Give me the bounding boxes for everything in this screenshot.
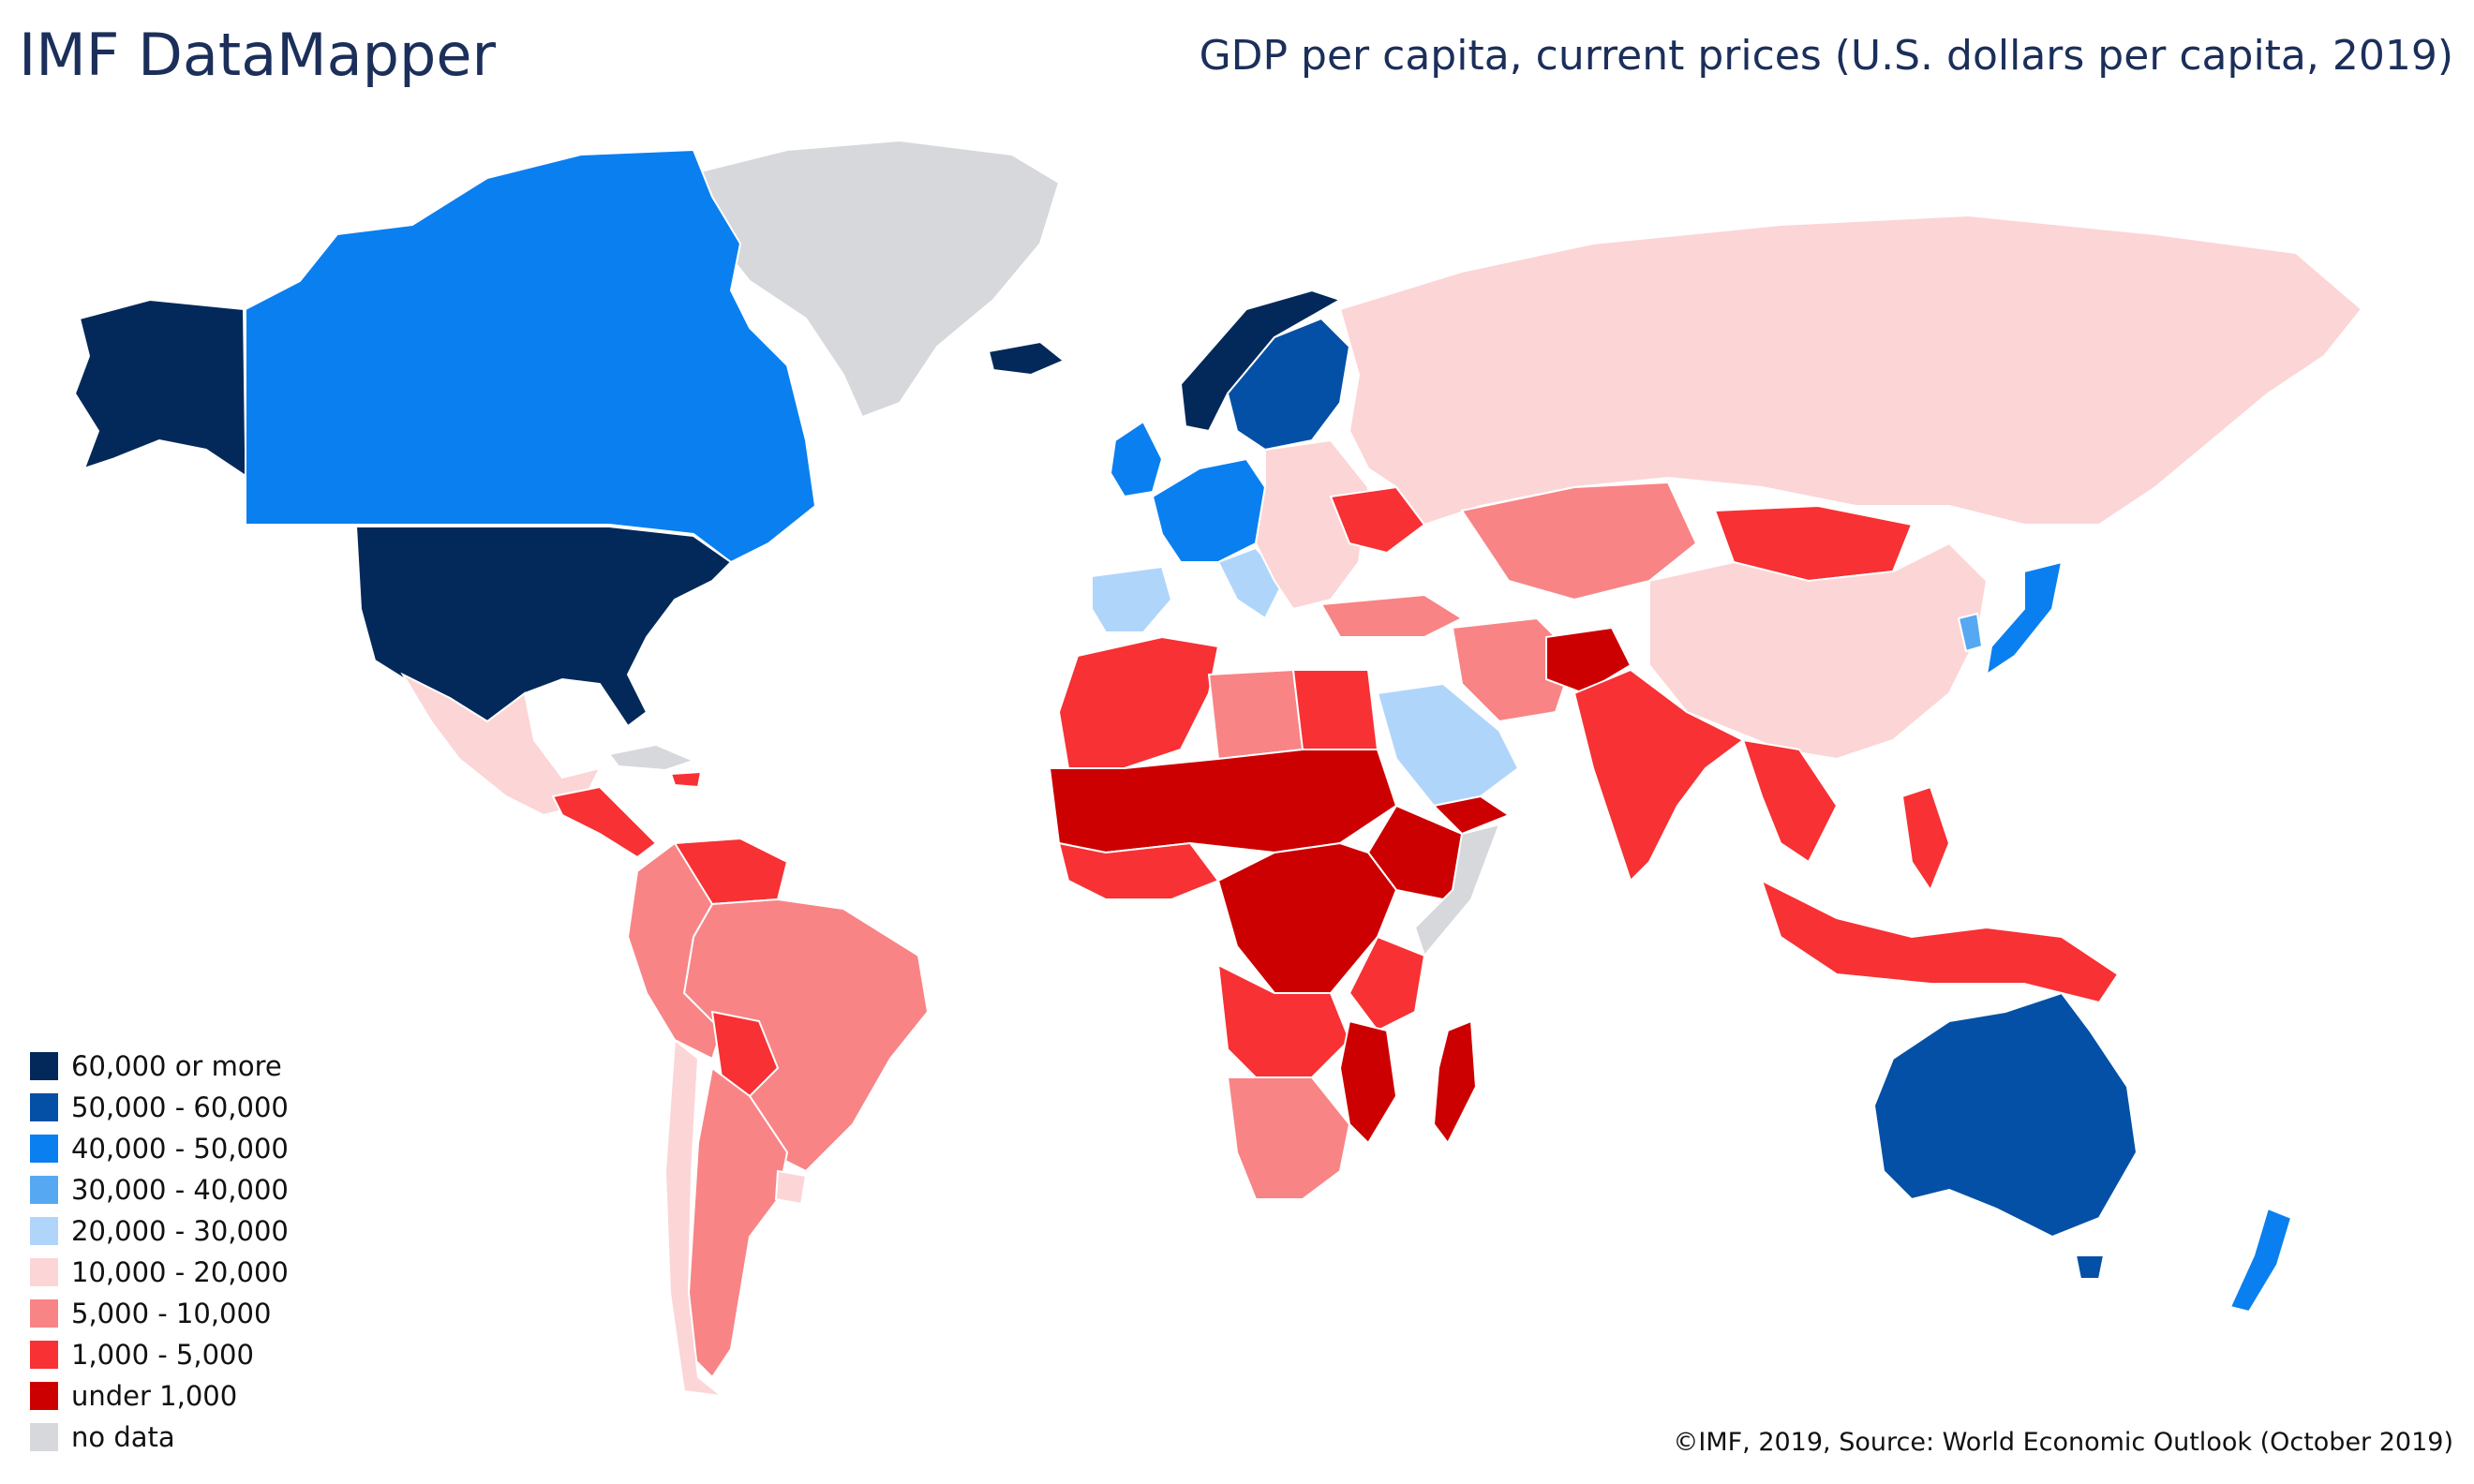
legend-swatch (30, 1423, 58, 1451)
legend-item[interactable]: no data (30, 1417, 289, 1458)
legend-item[interactable]: 1,000 - 5,000 (30, 1334, 289, 1375)
legend-item[interactable]: under 1,000 (30, 1375, 289, 1417)
region-argentina-chile[interactable] (687, 1066, 789, 1379)
legend-swatch (30, 1299, 58, 1328)
legend-item[interactable]: 40,000 - 50,000 (30, 1128, 289, 1169)
region-west-africa[interactable] (1057, 841, 1220, 900)
world-map[interactable] (0, 112, 2474, 1424)
region-angola-zambia[interactable] (1216, 963, 1351, 1078)
legend-label: 10,000 - 20,000 (71, 1256, 289, 1288)
legend-label: 50,000 - 60,000 (71, 1091, 289, 1123)
region-greenland[interactable] (692, 139, 1061, 419)
region-usa[interactable] (354, 526, 733, 728)
region-tasmania[interactable] (2074, 1254, 2106, 1280)
region-iran[interactable] (1451, 616, 1576, 723)
region-indochina[interactable] (1741, 738, 1839, 864)
region-japan[interactable] (1985, 560, 2064, 677)
region-china[interactable] (1648, 542, 1989, 761)
region-iberia[interactable] (1091, 565, 1173, 633)
legend-swatch (30, 1217, 58, 1245)
chart-title: GDP per capita, current prices (U.S. dol… (1199, 32, 2453, 80)
region-caribbean[interactable] (607, 743, 696, 772)
legend-label: 40,000 - 50,000 (71, 1133, 289, 1165)
region-libya[interactable] (1207, 668, 1304, 761)
region-canada[interactable] (245, 148, 817, 564)
region-chile[interactable] (663, 1038, 725, 1398)
legend-swatch (30, 1258, 58, 1286)
region-uruguay[interactable] (774, 1169, 808, 1206)
legend-item[interactable]: 5,000 - 10,000 (30, 1293, 289, 1334)
legend-label: under 1,000 (71, 1380, 238, 1412)
legend-swatch (30, 1135, 58, 1163)
region-central-africa[interactable] (1216, 841, 1398, 994)
region-egypt[interactable] (1291, 669, 1379, 750)
legend: 60,000 or more 50,000 - 60,000 40,000 - … (30, 1046, 289, 1458)
legend-item[interactable]: 10,000 - 20,000 (30, 1252, 289, 1293)
legend-label: 30,000 - 40,000 (71, 1174, 289, 1206)
legend-item[interactable]: 60,000 or more (30, 1046, 289, 1087)
region-ukraine[interactable] (1329, 485, 1426, 555)
region-korea[interactable] (1957, 612, 1984, 653)
region-uk-ireland[interactable] (1109, 420, 1164, 498)
region-kazakhstan[interactable] (1460, 481, 1698, 601)
region-mexico[interactable] (400, 672, 602, 817)
region-north-africa[interactable] (1057, 635, 1220, 769)
region-sweden-finland[interactable] (1226, 317, 1351, 452)
app-title: IMF DataMapper (19, 21, 497, 89)
legend-swatch (30, 1093, 58, 1121)
region-yemen[interactable] (1431, 794, 1512, 836)
region-bolivia[interactable] (710, 1010, 780, 1098)
region-russia[interactable] (1338, 214, 2363, 527)
region-philippines[interactable] (1900, 785, 1951, 893)
legend-swatch (30, 1052, 58, 1080)
region-southern-africa[interactable] (1226, 1076, 1351, 1200)
region-central-america[interactable] (551, 785, 658, 859)
region-mozambique[interactable] (1338, 1019, 1398, 1145)
region-iceland[interactable] (987, 340, 1066, 377)
legend-label: 5,000 - 10,000 (71, 1298, 272, 1329)
legend-item[interactable]: 50,000 - 60,000 (30, 1087, 289, 1128)
region-alaska[interactable] (73, 298, 283, 489)
legend-label: no data (71, 1421, 175, 1453)
region-arabia[interactable] (1376, 682, 1520, 808)
region-new-zealand[interactable] (2228, 1207, 2293, 1313)
legend-swatch (30, 1176, 58, 1204)
region-eastern-europe[interactable] (1254, 438, 1370, 611)
legend-label: 1,000 - 5,000 (71, 1339, 254, 1371)
region-turkey[interactable] (1319, 593, 1465, 638)
region-western-europe[interactable] (1151, 457, 1267, 563)
source-footer: ©IMF, 2019, Source: World Economic Outlo… (1673, 1428, 2453, 1457)
region-india[interactable] (1572, 668, 1745, 883)
legend-swatch (30, 1341, 58, 1369)
legend-label: 20,000 - 30,000 (71, 1215, 289, 1247)
region-east-africa[interactable] (1348, 935, 1426, 1032)
legend-label: 60,000 or more (71, 1050, 282, 1082)
legend-swatch (30, 1382, 58, 1410)
region-haiti[interactable] (669, 770, 703, 789)
region-madagascar[interactable] (1432, 1019, 1478, 1145)
legend-item[interactable]: 30,000 - 40,000 (30, 1169, 289, 1210)
legend-item[interactable]: 20,000 - 30,000 (30, 1210, 289, 1252)
region-australia[interactable] (1872, 991, 2139, 1239)
region-indonesia[interactable] (1760, 879, 2120, 1004)
